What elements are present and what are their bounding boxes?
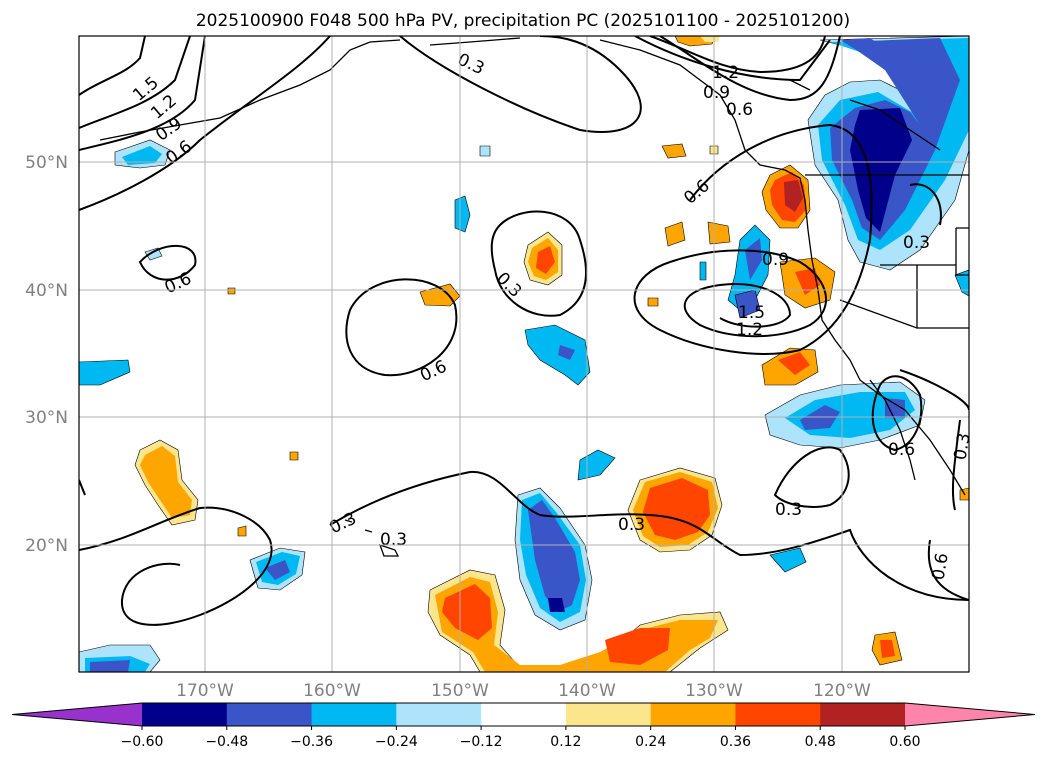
- lon-label: 170°W: [176, 681, 234, 701]
- colorbar-tick-label: −0.48: [205, 734, 248, 750]
- lat-label: 20°N: [25, 536, 68, 556]
- contour-label: 0.9: [762, 250, 789, 270]
- map-area: 1.5 1.2 0.9 0.6 0.3 0.3 1.2 0.9 0.6 0.6 …: [79, 36, 974, 672]
- contour-label: 0.6: [726, 100, 753, 120]
- map-frame: [78, 35, 970, 673]
- lon-label: 140°W: [558, 681, 616, 701]
- colorbar-tick-label: 0.36: [720, 734, 751, 750]
- colorbar-tick-label: −0.24: [375, 734, 418, 750]
- colorbar-extend-low: [12, 703, 142, 726]
- colorbar-segment: [226, 703, 313, 726]
- colorbar-segment: [820, 703, 906, 726]
- contour-label: 1.2: [736, 320, 763, 340]
- colorbar-segment: [142, 703, 228, 726]
- lon-label: 120°W: [813, 681, 871, 701]
- lat-label: 50°N: [25, 153, 68, 173]
- lon-label: 160°W: [303, 681, 361, 701]
- contour-label: 0.6: [928, 551, 952, 581]
- colorbar-segment: [481, 703, 567, 726]
- colorbar-segment: [565, 703, 652, 726]
- latitude-labels: 50°N 40°N 30°N 20°N: [25, 153, 68, 556]
- contour-label: 0.9: [703, 83, 730, 103]
- colorbar-tick-label: 0.24: [635, 734, 666, 750]
- lon-label: 130°W: [685, 681, 743, 701]
- longitude-labels: 170°W 160°W 150°W 140°W 130°W 120°W: [176, 681, 871, 701]
- contour-label: 1.5: [738, 303, 765, 323]
- colorbar-tick-label: 0.12: [550, 734, 581, 750]
- contour-label: 0.3: [775, 500, 802, 520]
- colorbar-tick-label: −0.60: [121, 734, 164, 750]
- contour-label: 0.3: [380, 530, 407, 550]
- contour-label: 1.2: [712, 63, 739, 83]
- contour-label: 0.3: [950, 431, 974, 461]
- colorbar-tick-label: −0.36: [290, 734, 333, 750]
- colorbar-extend-high: [905, 703, 1035, 726]
- contour-label: 0.3: [903, 233, 930, 253]
- contour-label: 0.3: [618, 515, 645, 535]
- gridlines: [79, 36, 969, 672]
- colorbar-segment: [650, 703, 736, 726]
- lat-label: 40°N: [25, 281, 68, 301]
- colorbar-segment: [396, 703, 482, 726]
- map-title: 2025100900 F048 500 hPa PV, precipitatio…: [196, 11, 850, 31]
- coastlines: [99, 37, 969, 557]
- colorbar-segment: [311, 703, 397, 726]
- colorbar: −0.60 −0.48 −0.36 −0.24 −0.12 0.12 0.24 0.36 0.4…: [11, 702, 1036, 750]
- lon-label: 150°W: [431, 681, 489, 701]
- contour-label: 0.6: [888, 440, 915, 460]
- colorbar-tick-label: 0.48: [805, 734, 836, 750]
- pv-contours: [79, 36, 969, 626]
- precip-shading: [79, 36, 969, 672]
- colorbar-tick-label: 0.60: [889, 734, 920, 750]
- colorbar-tick-label: −0.12: [460, 734, 503, 750]
- lat-label: 30°N: [25, 408, 68, 428]
- colorbar-segment: [735, 703, 821, 726]
